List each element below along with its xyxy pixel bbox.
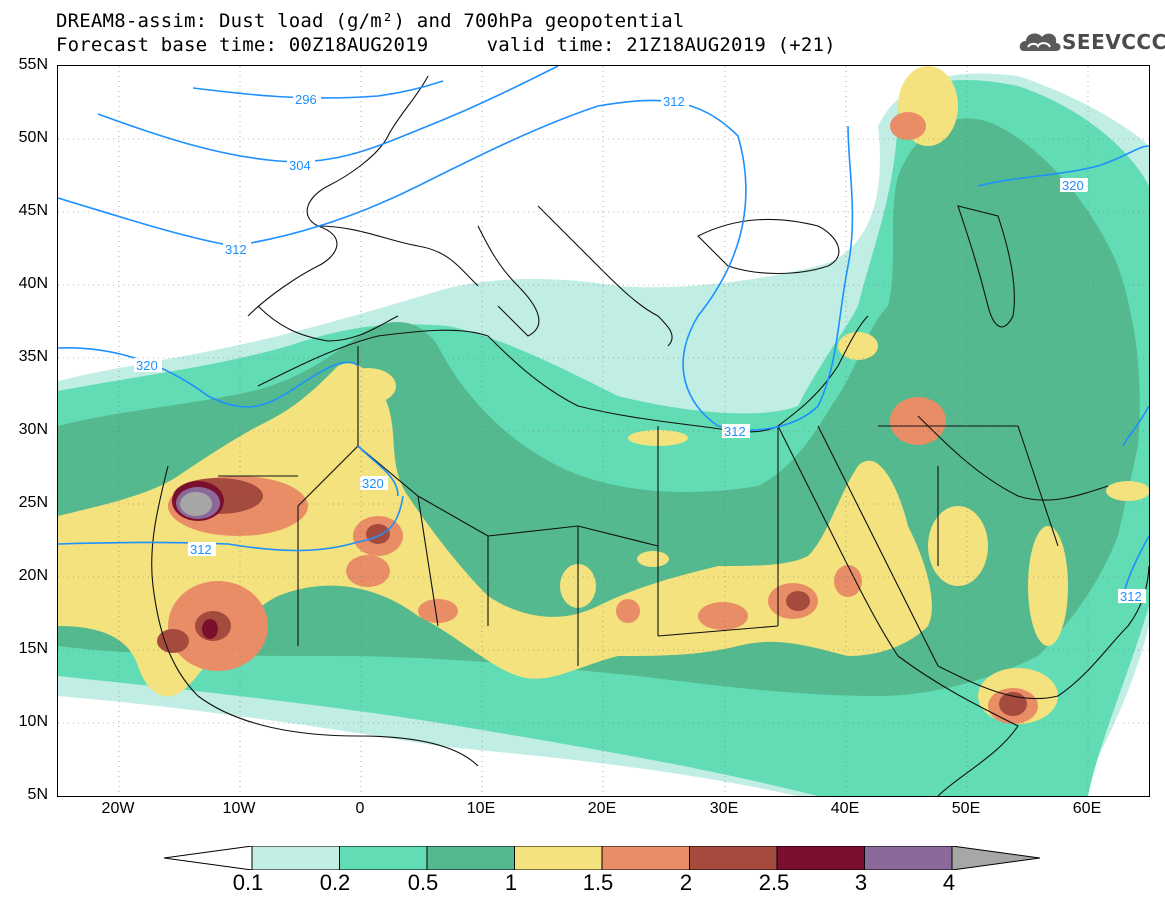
colorbar-label: 0.1 xyxy=(232,870,264,895)
colorbar-over-arrow xyxy=(951,846,1040,870)
lat-label: 5N xyxy=(27,786,48,803)
map-title-line2: Forecast base time: 00Z18AUG2019 valid t… xyxy=(56,34,836,56)
lat-label: 50N xyxy=(18,129,48,146)
colorbar-bin xyxy=(514,846,603,870)
contour-label: 312 xyxy=(225,242,247,257)
geopotential-contours xyxy=(58,66,1149,597)
contour-label: 312 xyxy=(190,542,212,557)
lat-label: 15N xyxy=(18,640,48,657)
contour-label: 312 xyxy=(1120,589,1142,604)
lon-label: 20E xyxy=(587,800,617,817)
lat-label: 10N xyxy=(18,713,48,730)
contour-label: 304 xyxy=(289,158,311,173)
colorbar-label: 2.5 xyxy=(758,870,790,895)
contour-label: 320 xyxy=(1062,178,1084,193)
graticule xyxy=(58,66,1149,796)
colorbar-label: 1 xyxy=(504,870,518,895)
colorbar-label: 0.5 xyxy=(407,870,439,895)
colorbar-bin xyxy=(601,846,690,870)
colorbar-bin xyxy=(426,846,515,870)
seevccc-cloud-logo-icon xyxy=(1019,33,1061,51)
lon-label: 30E xyxy=(709,800,739,817)
contour-label: 312 xyxy=(663,94,685,109)
colorbar-bin xyxy=(251,846,340,870)
lat-label: 20N xyxy=(18,567,48,584)
dust-load-map: 296 304 312 320 312 320 320 312 312 312 xyxy=(57,65,1150,797)
map-title-line1: DREAM8-assim: Dust load (g/m²) and 700hP… xyxy=(56,10,685,32)
contour-label: 320 xyxy=(136,358,158,373)
colorbar-under-arrow xyxy=(164,846,253,870)
colorbar-label: 4 xyxy=(942,870,956,895)
lon-label: 50E xyxy=(951,800,981,817)
colorbar-label: 2 xyxy=(679,870,693,895)
lat-label: 55N xyxy=(18,56,48,73)
colorbar-label: 3 xyxy=(854,870,868,895)
colorbar-bin xyxy=(776,846,865,870)
lon-label: 40E xyxy=(830,800,860,817)
colorbar-legend xyxy=(164,846,1040,870)
colorbar-label: 1.5 xyxy=(582,870,614,895)
colorbar-label: 0.2 xyxy=(319,870,351,895)
dust-field-4 xyxy=(180,492,212,516)
lat-label: 45N xyxy=(18,202,48,219)
lat-label: 30N xyxy=(18,421,48,438)
lon-label: 60E xyxy=(1072,800,1102,817)
colorbar-bin xyxy=(339,846,428,870)
colorbar-bin xyxy=(689,846,778,870)
contour-label: 312 xyxy=(724,424,746,439)
contour-label: 296 xyxy=(295,92,317,107)
logo-text: SEEVCCC xyxy=(1062,30,1165,54)
lat-label: 40N xyxy=(18,275,48,292)
contour-label: 320 xyxy=(362,476,384,491)
colorbar-bin xyxy=(864,846,953,870)
lon-label: 20W xyxy=(101,800,135,817)
lon-label: 10W xyxy=(222,800,256,817)
lon-label: 10E xyxy=(466,800,496,817)
lat-label: 25N xyxy=(18,494,48,511)
lon-label: 0 xyxy=(355,800,365,817)
lat-label: 35N xyxy=(18,348,48,365)
